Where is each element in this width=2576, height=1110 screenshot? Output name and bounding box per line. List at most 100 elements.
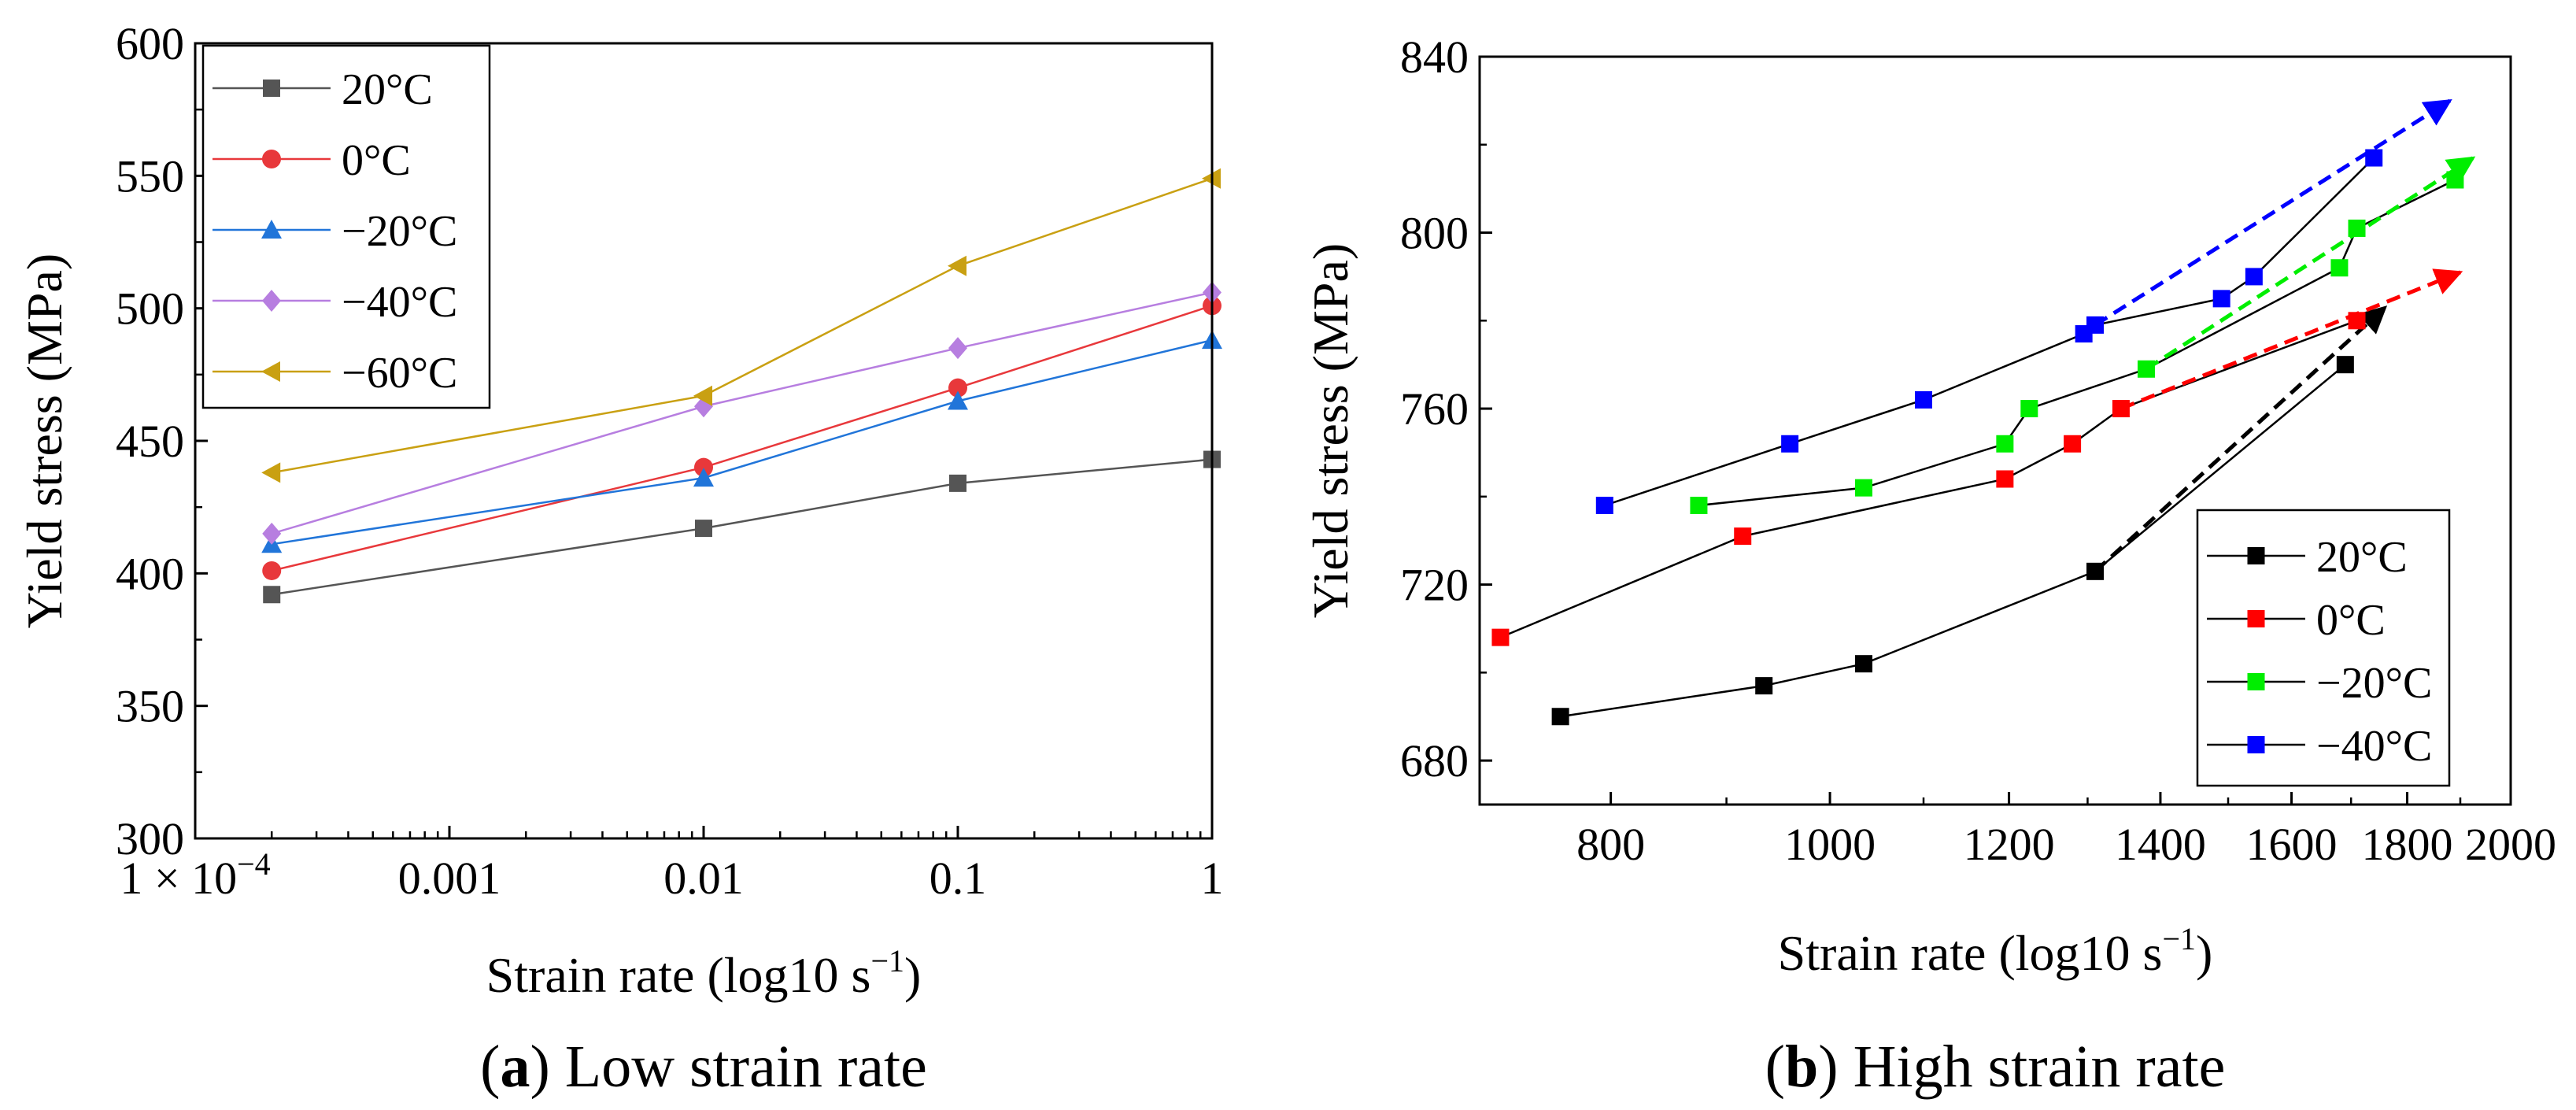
legend-marker-1 [262, 150, 281, 168]
panel-a-legend-box [201, 44, 491, 409]
legend-marker-0 [263, 80, 280, 97]
legend-marker-1 [2247, 610, 2265, 627]
y-tick-label: 300 [116, 813, 184, 864]
data-point-1-3 [2064, 435, 2082, 453]
data-point-1-0 [262, 561, 282, 580]
legend-label-4: −60°C [342, 349, 457, 398]
legend-label-3: −40°C [342, 278, 457, 327]
series-line-4 [272, 177, 1213, 474]
y-tick-label: 800 [1400, 208, 1469, 259]
y-tick-label: 680 [1400, 735, 1469, 786]
legend-marker-3 [2247, 736, 2265, 753]
x-tick-label: 1000 [1784, 819, 1876, 870]
x-tick-label: 800 [1576, 819, 1645, 870]
data-point-1-0 [1491, 628, 1510, 646]
data-point-0-1 [695, 520, 712, 538]
data-point-0-2 [1854, 655, 1872, 673]
x-tick-label: 0.001 [398, 853, 501, 904]
data-point-3-5 [2212, 290, 2230, 308]
y-tick-label: 400 [116, 548, 184, 599]
legend-label-2: −20°C [342, 207, 457, 256]
data-point-4-2 [948, 255, 966, 276]
data-point-2-2 [948, 390, 968, 410]
x-tick-label: 1 × 10−4 [120, 846, 270, 904]
legend-label-1: 0°C [2316, 596, 2386, 645]
data-point-1-1 [694, 457, 713, 477]
series-line-1 [271, 305, 1213, 572]
panel-b-legend: 20°C 0°C −20°C −40°C [2196, 509, 2451, 787]
y-tick-label: 760 [1400, 383, 1469, 435]
legend-label-0: 20°C [2316, 533, 2408, 582]
panel-a-ylabel: Yield stress (MPa) [17, 253, 72, 628]
legend-label-2: −20°C [2316, 659, 2432, 708]
data-point-2-1 [693, 468, 714, 487]
data-point-2-6 [2348, 219, 2366, 237]
series-line-2 [1698, 179, 2456, 507]
y-tick-label: 500 [116, 283, 184, 335]
y-tick-label: 350 [116, 681, 184, 732]
data-point-0-4 [2336, 356, 2354, 374]
data-point-3-1 [1781, 435, 1799, 453]
panel-a-low-strain-rate: 300 350 400 450 500 550 600 1 × 10−4 0.001 0.01 0.… [17, 18, 1224, 1100]
panel-a-plot-frame [194, 42, 1214, 840]
data-point-2-2 [1996, 435, 2014, 453]
series-line-1 [1499, 320, 2357, 638]
panel-a-series [261, 168, 1222, 604]
panel-b-caption: (b) High strain rate [1765, 1034, 2226, 1100]
panel-b-xlabel: Strain rate (log10 s−1) [1778, 921, 2213, 981]
legend-marker-0 [2247, 547, 2265, 564]
panel-a-legend: 20°C 0°C −20°C −40°C −60°C [201, 44, 491, 409]
x-tick-label: 1600 [2246, 819, 2338, 870]
y-tick-label: 840 [1400, 31, 1469, 83]
panel-a-caption: (a) Low strain rate [480, 1034, 927, 1100]
legend-label-1: 0°C [342, 136, 411, 185]
series-line-2 [272, 339, 1213, 546]
data-point-1-5 [2348, 312, 2366, 330]
data-point-3-2 [1915, 390, 1933, 409]
data-point-0-0 [1551, 708, 1569, 726]
data-point-0-2 [949, 474, 966, 492]
x-tick-label: 1 [1201, 853, 1224, 904]
legend-label-3: −40°C [2316, 722, 2432, 771]
data-point-2-4 [2137, 360, 2155, 378]
x-tick-label: 1400 [2115, 819, 2206, 870]
series-line-3 [1604, 157, 2375, 507]
x-tick-label: 0.01 [663, 853, 744, 904]
series-line-3 [271, 291, 1213, 535]
y-tick-label: 550 [116, 150, 184, 202]
data-point-3-2 [948, 337, 967, 360]
data-point-2-7 [2446, 171, 2464, 189]
y-tick-label: 600 [116, 18, 184, 69]
panel-a-xlabel: Strain rate (log10 s−1) [486, 943, 922, 1003]
data-point-3-0 [1595, 497, 1613, 514]
legend-marker-2 [261, 220, 282, 239]
data-point-4-0 [261, 462, 281, 483]
data-point-0-0 [263, 586, 281, 604]
x-tick-label: 1800 [2362, 819, 2453, 870]
legend-marker-4 [261, 361, 280, 382]
x-tick-label: 2000 [2465, 819, 2556, 870]
x-tick-label: 1200 [1964, 819, 2055, 870]
panel-b-ylabel: Yield stress (MPa) [1303, 243, 1358, 618]
legend-marker-2 [2247, 673, 2265, 690]
legend-marker-3 [262, 290, 281, 312]
x-tick-label: 0.1 [930, 853, 987, 904]
data-point-0-1 [1755, 677, 1773, 695]
trend-arrow-3 [2094, 98, 2452, 327]
y-tick-label: 720 [1400, 560, 1469, 611]
data-point-3-7 [2365, 149, 2383, 167]
panel-a-axes: 300 350 400 450 500 550 600 1 × 10−4 0.001 0.01 0.… [116, 18, 1224, 904]
data-point-2-3 [2020, 400, 2038, 418]
series-line-0 [272, 458, 1213, 596]
data-point-1-1 [1734, 527, 1752, 546]
data-point-1-2 [948, 378, 967, 398]
legend-label-0: 20°C [342, 65, 433, 114]
data-point-2-1 [1854, 479, 1872, 497]
panel-b-plot-frame [1478, 55, 2512, 806]
data-point-2-5 [2330, 259, 2349, 277]
data-point-3-4 [2086, 316, 2105, 334]
data-point-3-6 [2245, 268, 2263, 286]
